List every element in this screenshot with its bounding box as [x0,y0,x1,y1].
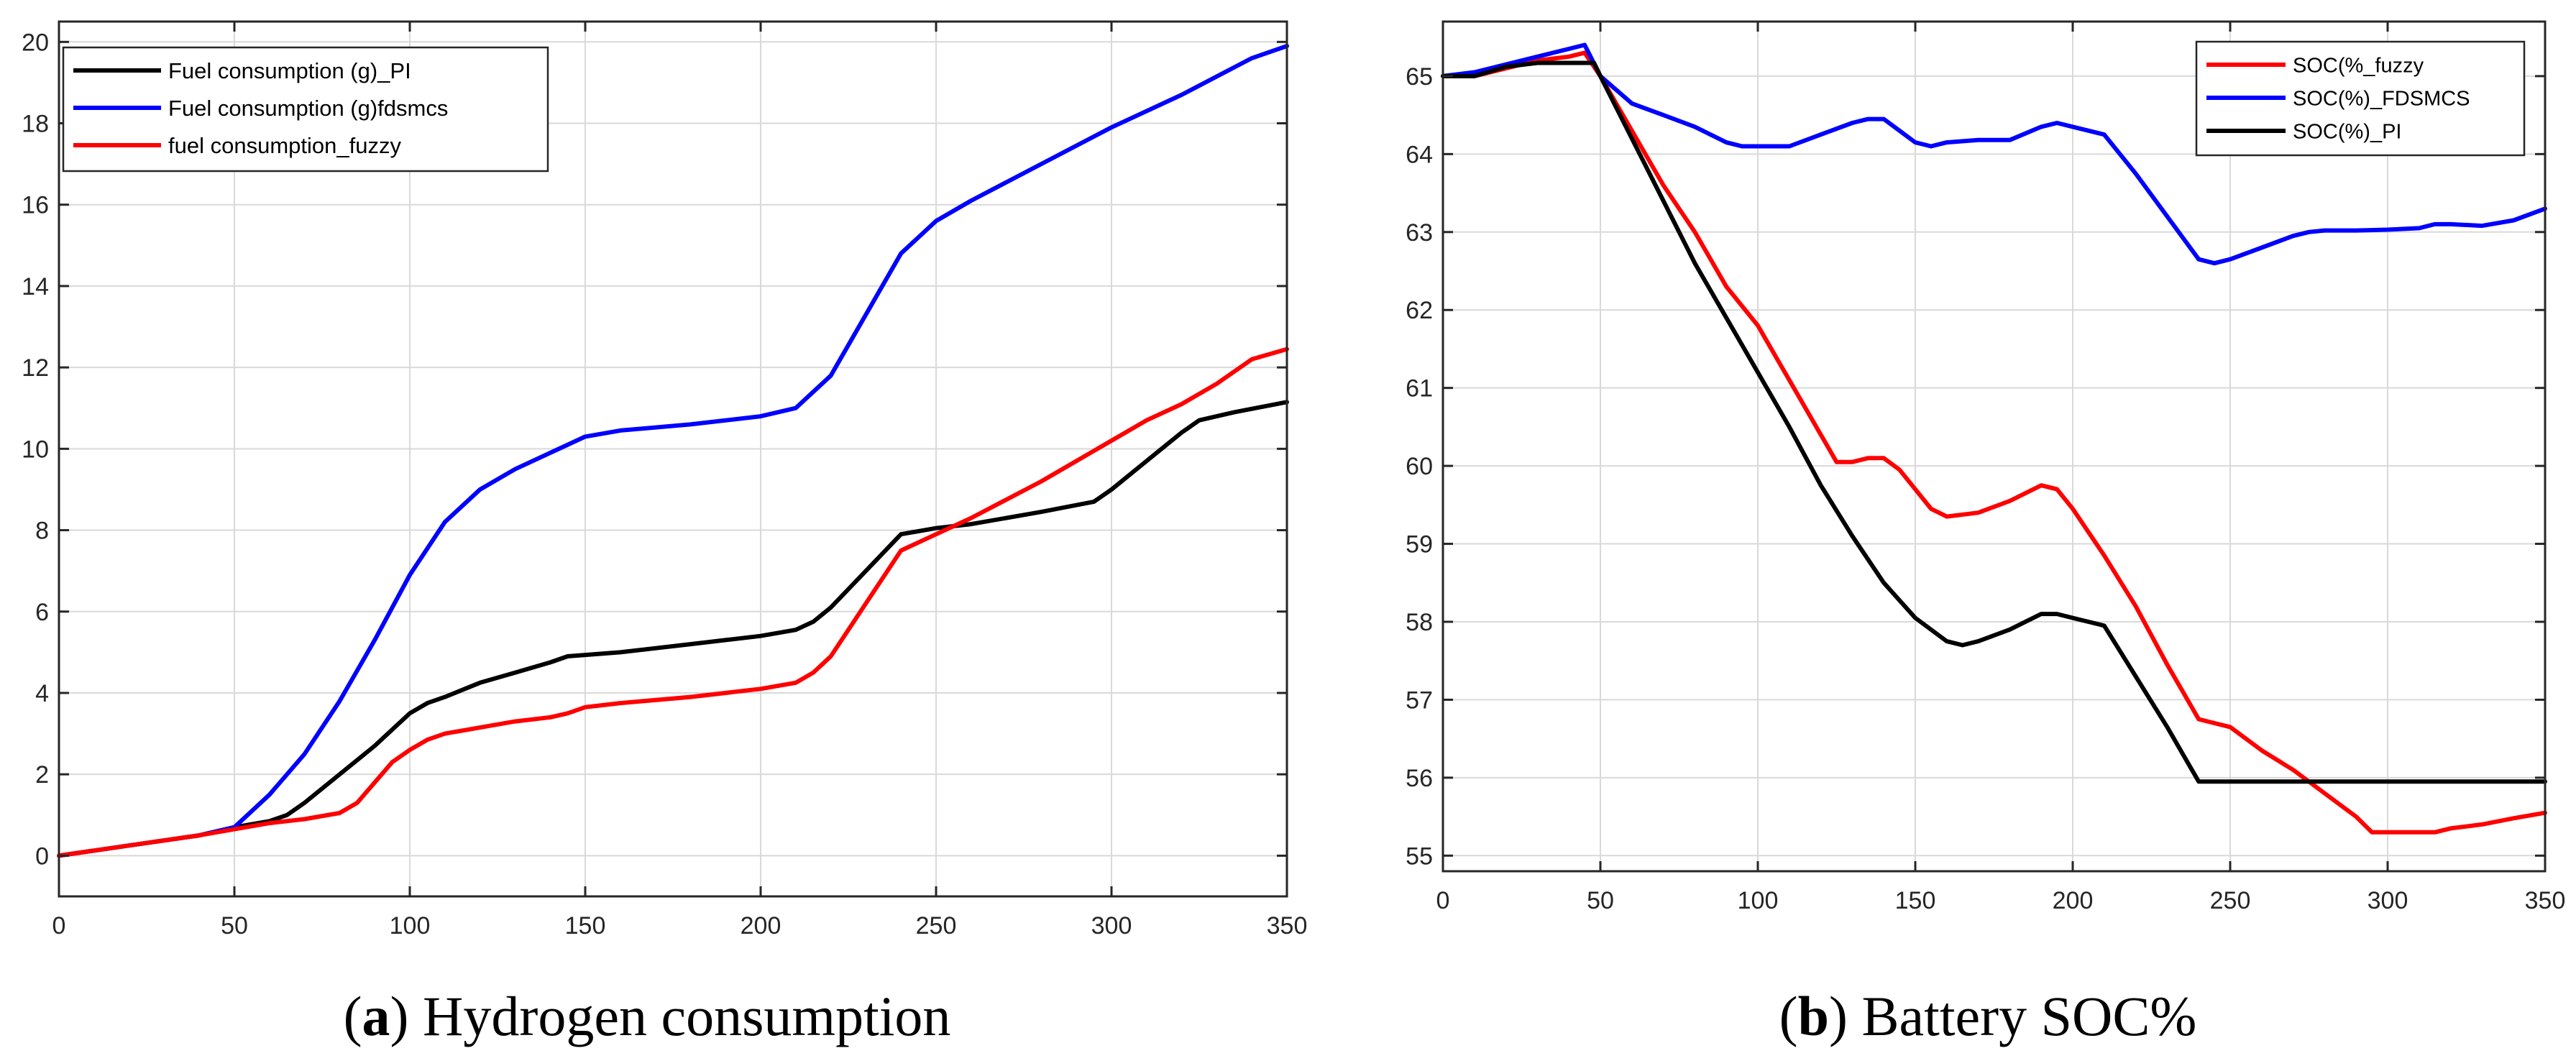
legend-label: Fuel consumption (g)_PI [168,58,411,83]
y-tick-label: 6 [35,599,49,626]
series-line-2 [1441,42,2547,266]
x-tick-label: 50 [1587,887,1614,914]
x-tick-label: 300 [1091,912,1132,940]
legend-box [2195,40,2526,157]
series-line-1 [57,400,1289,858]
legend-label: SOC(%)_PI [2293,120,2401,143]
x-tick-label: 300 [2368,887,2408,914]
caption-title: ) Battery SOC% [1829,985,2196,1047]
y-tick-label: 0 [35,842,49,870]
legend-label: Fuel consumption (g)fdsmcs [168,96,448,121]
caption-letter: a [362,985,390,1047]
x-tick-label: 0 [1436,887,1450,914]
x-tick-label: 150 [1895,887,1936,914]
y-tick-label: 18 [22,111,49,138]
x-tick-label: 200 [741,912,781,940]
caption-open-paren: ( [344,985,362,1047]
y-tick-label: 16 [22,192,49,219]
legend: Fuel consumption (g)_PI Fuel consumption … [62,46,549,173]
caption-title: ) Hydrogen consumption [390,985,951,1047]
plot-frame [58,20,1288,898]
y-tick-label: 59 [1406,531,1433,559]
y-tick-label: 20 [22,29,49,56]
plot-frame [1441,20,2547,873]
y-tick-label: 62 [1406,297,1433,324]
legend: SOC(%_fuzzy SOC(%)_FDSMCS SOC(%)_PI [2195,40,2526,157]
series-line-3 [1441,60,2547,784]
y-tick-label: 8 [35,518,49,545]
x-tick-label: 250 [916,912,957,940]
y-tick-label: 55 [1406,842,1433,870]
x-tick-label: 0 [52,912,66,940]
y-tick-label: 4 [35,680,49,707]
series-line-3 [57,346,1289,858]
y-tick-label: 61 [1406,375,1433,403]
y-tick-label: 56 [1406,765,1433,792]
y-tick-label: 10 [22,436,49,463]
x-tick-label: 350 [2525,887,2566,914]
panel-caption: (b) Battery SOC% [1779,985,2197,1047]
x-tick-label: 350 [1267,912,1308,940]
x-tick-label: 100 [390,912,431,940]
legend-label: SOC(%)_FDSMCS [2293,87,2470,110]
y-tick-label: 14 [22,273,49,300]
y-tick-label: 65 [1406,63,1433,91]
y-tick-label: 58 [1406,609,1433,636]
x-tick-label: 150 [565,912,606,940]
legend-label: fuel consumption_fuzzy [168,133,401,158]
panel-battery-soc: 0 50 100 150 200 250 300 350 55 56 57 58 59 60 61 62 63 6… [1406,20,2566,1047]
y-tick-label: 63 [1406,219,1433,247]
x-tick-label: 50 [221,912,248,940]
panel-caption: (a) Hydrogen consumption [344,985,951,1047]
y-tick-label: 12 [22,354,49,382]
x-tick-label: 250 [2210,887,2251,914]
caption-letter: b [1798,985,1829,1047]
x-tick-label: 100 [1738,887,1779,914]
series-line-2 [57,44,1289,858]
legend-label: SOC(%_fuzzy [2293,54,2424,77]
y-tick-label: 2 [35,761,49,789]
caption-open-paren: ( [1779,985,1798,1047]
series-line-1 [1441,50,2547,835]
y-tick-label: 64 [1406,141,1433,168]
x-tick-label: 200 [2053,887,2094,914]
panel-hydrogen-consumption: 0 50 100 150 200 250 300 350 0 2 4 6 8 10 12 14 16 18 20 Fu… [22,20,1308,1047]
y-tick-label: 60 [1406,453,1433,480]
y-tick-label: 57 [1406,686,1433,714]
